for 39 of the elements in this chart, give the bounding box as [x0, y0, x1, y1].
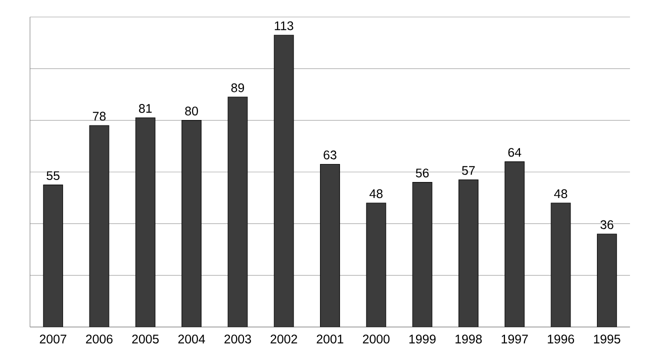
x-tick-label: 1998 — [456, 334, 482, 344]
x-tick-label: 1999 — [409, 334, 436, 344]
bar — [43, 184, 64, 327]
data-label: 80 — [185, 106, 198, 116]
bar — [89, 125, 110, 327]
x-tick-label: 2004 — [178, 334, 206, 344]
data-label: 48 — [370, 189, 383, 198]
x-tick-label: 2003 — [224, 334, 251, 344]
bar — [412, 182, 432, 327]
data-label: 81 — [139, 104, 152, 113]
data-label: 89 — [231, 83, 244, 92]
x-tick-label: 2000 — [362, 334, 390, 344]
bar — [504, 161, 525, 327]
data-label: 56 — [416, 168, 429, 178]
x-tick-label: 2001 — [316, 334, 344, 344]
data-label: 113 — [274, 21, 294, 30]
x-tick-label: 2007 — [40, 334, 66, 344]
x-tick-label: 2005 — [132, 334, 159, 344]
x-tick-label: 1996 — [548, 334, 574, 344]
bar — [366, 202, 386, 327]
bar — [274, 34, 294, 327]
data-label: 57 — [462, 166, 475, 175]
x-tick-label: 2002 — [270, 334, 298, 344]
x-tick-label: 2006 — [86, 334, 113, 344]
data-label: 36 — [600, 220, 614, 230]
x-tick-label: 1995 — [594, 334, 620, 344]
bar — [228, 96, 248, 327]
data-label: 64 — [508, 148, 522, 157]
bar — [550, 202, 571, 327]
bar — [596, 234, 617, 327]
bar — [135, 117, 156, 327]
bar — [458, 179, 478, 327]
data-label: 78 — [92, 112, 106, 121]
bar — [182, 120, 202, 327]
bar — [320, 164, 340, 327]
data-label: 63 — [324, 150, 336, 160]
data-label: 55 — [46, 171, 60, 180]
data-label: 48 — [554, 189, 568, 198]
x-tick-label: 1997 — [502, 334, 528, 344]
